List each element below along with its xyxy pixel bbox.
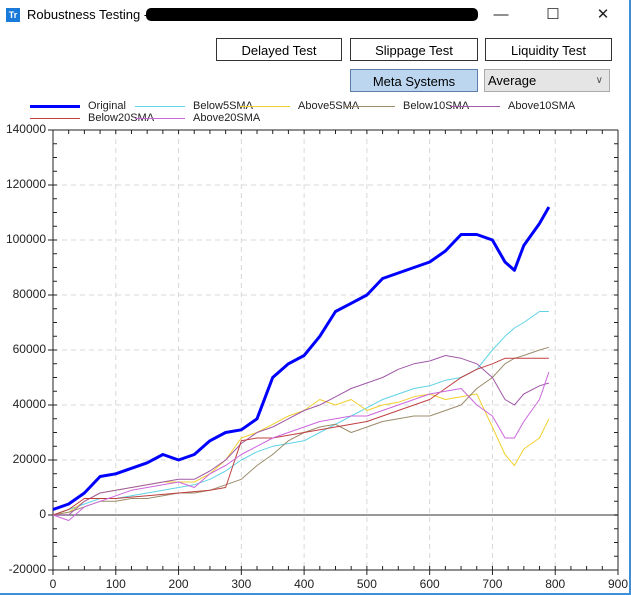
y-tick-label: 0 xyxy=(39,507,46,521)
mode-select[interactable]: Average ∨ xyxy=(484,69,610,92)
legend-swatch xyxy=(135,118,185,119)
series-line-above20sma xyxy=(52,371,550,521)
series-line-below20sma xyxy=(52,357,549,516)
x-tick-label: 600 xyxy=(419,577,440,591)
legend-label: Above5SMA xyxy=(298,100,360,112)
close-icon[interactable]: ✕ xyxy=(596,6,610,23)
series-line-original xyxy=(52,206,551,511)
series-line-above10sma xyxy=(53,355,550,516)
delayed-test-button[interactable]: Delayed Test xyxy=(216,38,342,61)
legend-label: Below20SMA xyxy=(88,112,155,124)
legend-swatch xyxy=(240,106,290,107)
legend-label: Above10SMA xyxy=(508,100,576,112)
legend-label: Below10SMA xyxy=(403,100,470,112)
maximize-icon[interactable]: ☐ xyxy=(546,6,560,23)
y-tick-label: 120000 xyxy=(5,177,46,191)
legend-swatch xyxy=(450,106,500,107)
x-tick-label: 700 xyxy=(482,577,503,591)
title-bar: Tr Robustness Testing - — ☐ ✕ xyxy=(0,0,629,30)
y-tick-label: 80000 xyxy=(12,287,46,301)
x-tick-label: 500 xyxy=(356,577,377,591)
legend-swatch xyxy=(30,105,80,108)
liquidity-test-button[interactable]: Liquidity Test xyxy=(485,38,612,61)
y-tick-label: 60000 xyxy=(12,342,46,356)
y-tick-label: 20000 xyxy=(12,452,46,466)
y-tick-label: 140000 xyxy=(5,122,46,136)
slippage-test-button[interactable]: Slippage Test xyxy=(350,38,478,61)
app-logo-icon: Tr xyxy=(6,8,20,22)
x-tick-label: 200 xyxy=(168,577,189,591)
x-tick-label: 100 xyxy=(105,577,126,591)
mode-select-value: Average xyxy=(488,73,537,88)
x-tick-label: 300 xyxy=(231,577,252,591)
legend-swatch xyxy=(30,118,80,119)
y-tick-label: 100000 xyxy=(5,232,46,246)
chevron-down-icon: ∨ xyxy=(595,75,603,86)
x-tick-label: 0 xyxy=(49,577,57,591)
x-tick-label: 800 xyxy=(545,577,566,591)
legend-label: Below5SMA xyxy=(193,100,253,112)
x-tick-label: 400 xyxy=(294,577,315,591)
legend-swatch xyxy=(345,106,395,107)
legend-label: Above20SMA xyxy=(193,112,261,124)
meta-systems-button[interactable]: Meta Systems xyxy=(350,69,478,92)
redacted-title-text xyxy=(146,8,478,21)
series-line-below10sma xyxy=(52,346,550,516)
y-tick-label: 40000 xyxy=(12,397,46,411)
y-tick-label: -20000 xyxy=(8,562,46,576)
x-tick-label: 900 xyxy=(607,577,629,591)
legend-swatch xyxy=(135,106,185,107)
series-line-below5sma xyxy=(52,311,549,516)
legend-label: Original xyxy=(88,100,126,112)
minimize-icon[interactable]: — xyxy=(493,6,509,23)
window-title: Robustness Testing - xyxy=(27,7,149,22)
